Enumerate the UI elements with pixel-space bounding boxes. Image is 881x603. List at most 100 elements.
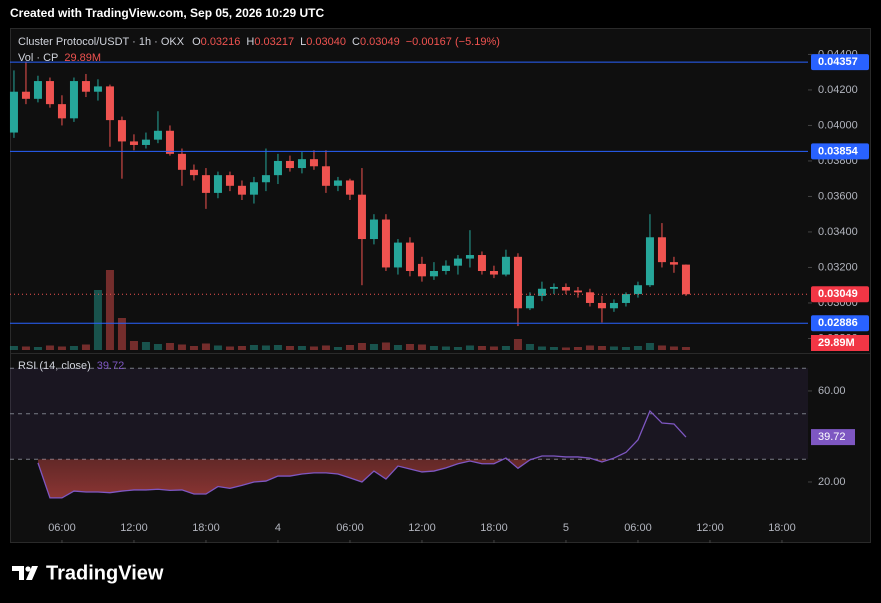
- candle-body: [441, 265, 450, 272]
- volume-bar: [213, 345, 222, 350]
- candle-body: [369, 219, 378, 240]
- volume-bar: [525, 344, 534, 350]
- candle-body: [465, 255, 474, 259]
- volume-bar: [609, 346, 618, 350]
- logo: TradingView: [12, 562, 164, 584]
- volume-bar: [177, 344, 186, 350]
- candle-body: [585, 292, 594, 303]
- rsi-line: [37, 409, 687, 499]
- candle-body: [225, 175, 234, 186]
- rsi-tick-label: 60.00: [818, 385, 846, 397]
- volume-bar: [153, 344, 162, 350]
- level-label: 0.04357: [818, 56, 858, 68]
- x-tick-label: 5: [563, 522, 569, 534]
- candle-body: [405, 242, 414, 272]
- volume-bar: [81, 344, 90, 350]
- candle-body: [93, 86, 102, 92]
- candle-body: [525, 295, 534, 309]
- volume-bar: [333, 347, 342, 350]
- volume-bar: [45, 345, 54, 350]
- level-tag: [811, 54, 869, 71]
- candle-body: [417, 263, 426, 277]
- legend-value: 0.03217: [254, 36, 294, 48]
- logo-icon: [12, 566, 38, 580]
- volume-legend: Vol · CP 29.89M: [18, 52, 101, 64]
- candle-body: [669, 262, 678, 265]
- volume-bar: [513, 339, 522, 350]
- legend-value: 0.03049: [360, 36, 400, 48]
- rsi-tag-label: 39.72: [818, 431, 846, 443]
- volume-bar: [249, 345, 258, 350]
- candle-body: [477, 255, 486, 272]
- candle-body: [129, 141, 138, 145]
- level-label: 0.03854: [818, 145, 859, 157]
- legend-key: L: [300, 36, 306, 48]
- candle-body: [633, 285, 642, 295]
- volume-bar: [165, 343, 174, 350]
- x-tick-label: 18:00: [768, 522, 796, 534]
- candle-body: [117, 120, 126, 142]
- last-price-label: 0.03049: [818, 288, 858, 300]
- candle-body: [573, 290, 582, 293]
- candle-body: [153, 130, 162, 140]
- candle-body: [297, 159, 306, 169]
- volume-bar: [189, 346, 198, 350]
- candle-body: [393, 242, 402, 268]
- legend-value: 0.03216: [201, 36, 241, 48]
- volume-bar: [129, 341, 138, 350]
- volume-bar: [585, 345, 594, 350]
- y-tick-label: 0.04200: [818, 84, 858, 96]
- legend-value: 0.03040: [306, 36, 346, 48]
- candle-body: [165, 130, 174, 154]
- volume-bar: [501, 346, 510, 350]
- volume-bar: [573, 347, 582, 350]
- candle-body: [201, 175, 210, 193]
- legend-change: −0.00167 (−5.19%): [406, 36, 500, 48]
- chart-title: Cluster Protocol/USDT · 1h · OKX: [18, 36, 185, 48]
- x-tick-label: 06:00: [336, 522, 364, 534]
- candle-body: [273, 160, 282, 176]
- chart-panel: [10, 28, 871, 543]
- volume-bar: [405, 344, 414, 350]
- candle-body: [237, 185, 246, 195]
- last-price-tag: [811, 286, 869, 303]
- volume-bar: [441, 346, 450, 350]
- volume-bar: [477, 346, 486, 350]
- volume-bar: [33, 347, 42, 350]
- volume-bar: [429, 346, 438, 350]
- candle-body: [561, 286, 570, 291]
- plot: 0.028000.030000.032000.034000.036000.038…: [9, 48, 869, 543]
- volume-bar: [417, 344, 426, 350]
- rsi-band: [10, 368, 808, 460]
- candle-body: [333, 180, 342, 186]
- candle-body: [213, 175, 222, 193]
- y-tick-label: 0.03600: [818, 190, 858, 202]
- rsi-tag: [811, 429, 855, 446]
- candle-body: [141, 139, 150, 145]
- ohlc: O0.03216 H0.03217 L0.03040 C0.03049 −0.00167…: [192, 36, 500, 48]
- volume-bar: [57, 346, 66, 350]
- volume-bar: [357, 343, 366, 350]
- volume-bar: [273, 345, 282, 350]
- volume-bar: [93, 290, 102, 350]
- volume-bar: [669, 346, 678, 350]
- candle-body: [285, 160, 294, 169]
- candle-body: [69, 81, 78, 119]
- level-label: 0.02886: [818, 317, 858, 329]
- candle-body: [681, 264, 690, 295]
- volume-bar: [453, 347, 462, 350]
- volume-bar: [657, 345, 666, 350]
- candle-body: [657, 237, 666, 263]
- volume-bar: [201, 343, 210, 350]
- rsi-value: 39.72: [97, 360, 125, 372]
- volume-bar: [345, 345, 354, 350]
- volume-bar: [321, 345, 330, 350]
- volume-tag-label: 29.89M: [818, 337, 855, 349]
- volume-value: 29.89M: [64, 52, 101, 64]
- volume-bar: [681, 347, 690, 350]
- volume-bar: [369, 344, 378, 350]
- legend-key: H: [246, 36, 254, 48]
- candle-body: [261, 175, 270, 183]
- x-tick-label: 12:00: [408, 522, 436, 534]
